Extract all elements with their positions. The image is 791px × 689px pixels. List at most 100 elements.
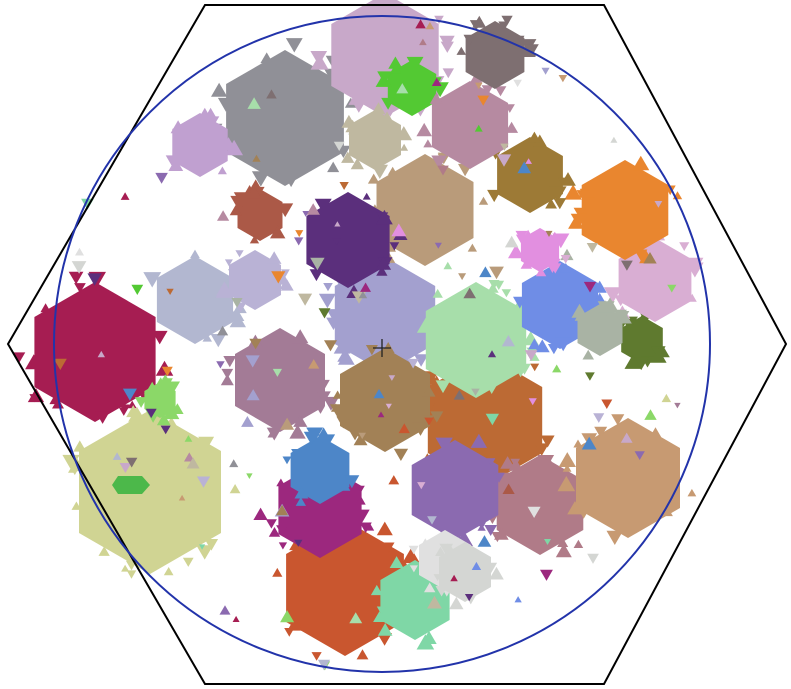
cluster-lime (375, 56, 449, 116)
speck-triangle (558, 75, 568, 83)
speck-triangle (317, 659, 331, 671)
speck-triangle (125, 457, 138, 468)
speck-triangle (294, 539, 303, 547)
speck-triangle (199, 544, 206, 550)
speck-triangle (229, 459, 239, 468)
speck-triangle (407, 358, 419, 369)
speck-triangle (295, 230, 304, 238)
speck-triangle (120, 192, 130, 200)
speck-triangle (219, 605, 231, 615)
speck-triangle (391, 223, 407, 237)
speck-triangle (471, 561, 482, 570)
speck-triangle (464, 594, 474, 602)
speck-triangle (463, 287, 476, 299)
speck-triangle (517, 161, 532, 174)
speck-triangle (377, 411, 385, 418)
speck-triangle (360, 282, 371, 292)
speck-triangle (306, 203, 320, 215)
speck-triangle (500, 143, 509, 151)
speck-triangle (541, 67, 550, 75)
speck-triangle (373, 388, 385, 399)
speck-triangle (545, 230, 553, 237)
speck-triangle (53, 358, 67, 370)
speck-triangle (276, 504, 289, 516)
center-marker (373, 339, 391, 357)
cluster-beige (341, 102, 413, 179)
speck-triangle (489, 266, 504, 280)
cluster-extra-3 (456, 15, 539, 89)
speck-triangle (504, 235, 519, 248)
speck-triangle (610, 136, 618, 143)
cluster-mauve (220, 328, 339, 441)
speck-triangle (667, 284, 677, 293)
speck-triangle (620, 432, 633, 443)
speck-triangle (643, 252, 657, 264)
speck-triangle (71, 261, 87, 274)
speck-triangle (302, 211, 309, 217)
cluster-mint (416, 280, 540, 398)
speck-triangle (280, 417, 295, 430)
speck-triangle (388, 375, 396, 381)
speck-triangle (471, 388, 480, 396)
speck-triangle (166, 288, 174, 295)
speck-triangle (308, 359, 320, 369)
speck-triangle (427, 516, 437, 525)
speck-triangle (145, 408, 157, 419)
speck-triangle (581, 436, 597, 450)
speck-triangle (485, 413, 499, 426)
cluster-extra-11 (433, 542, 504, 610)
speck-triangle (661, 393, 672, 403)
speck-triangle (427, 595, 442, 609)
speck-triangle (385, 403, 392, 409)
speck-triangle (525, 158, 532, 164)
speck-triangle (583, 281, 597, 293)
speck-triangle (349, 612, 363, 624)
speck-triangle (217, 325, 229, 336)
speck-triangle (131, 284, 144, 295)
speck-triangle (508, 458, 523, 471)
speck-triangle (119, 463, 132, 473)
speck-triangle (184, 452, 195, 462)
speck-triangle (434, 242, 442, 249)
speck-triangle (155, 172, 168, 184)
speck-triangle (587, 553, 599, 564)
speck-triangle (178, 494, 186, 501)
speck-triangle (334, 221, 341, 227)
cluster-layer (13, 0, 704, 661)
speck-triangle (298, 293, 313, 306)
speck-triangle (294, 237, 304, 246)
speck-triangle (122, 388, 137, 401)
speck-triangle (552, 364, 562, 373)
speck-triangle (87, 273, 102, 286)
cluster-extra-5 (508, 228, 570, 277)
speck-triangle (514, 596, 522, 603)
speck-triangle (245, 355, 260, 368)
speck-triangle (458, 273, 467, 281)
cluster-steel-blue (282, 427, 360, 506)
speck-triangle (333, 141, 345, 151)
speck-triangle (601, 399, 613, 409)
speck-triangle (197, 476, 211, 488)
speck-triangle (443, 261, 453, 270)
speck-triangle (161, 366, 173, 377)
speck-triangle (560, 255, 571, 264)
speck-triangle (586, 243, 598, 253)
speck-triangle (477, 535, 492, 547)
speck-triangle (231, 298, 243, 308)
speck-triangle (75, 247, 84, 256)
speck-triangle (339, 182, 349, 190)
cluster-extra-0 (564, 155, 683, 264)
speck-triangle (186, 457, 200, 469)
speck-triangle (502, 483, 515, 494)
speck-triangle (249, 338, 262, 350)
circle-boundary (53, 15, 711, 673)
speck-triangle (246, 473, 253, 479)
speck-triangle (593, 413, 605, 423)
speck-triangle (160, 425, 171, 435)
speck-triangle (417, 482, 426, 490)
speck-triangle (246, 389, 260, 401)
speck-triangle (513, 79, 522, 88)
speck-triangle (358, 432, 366, 440)
